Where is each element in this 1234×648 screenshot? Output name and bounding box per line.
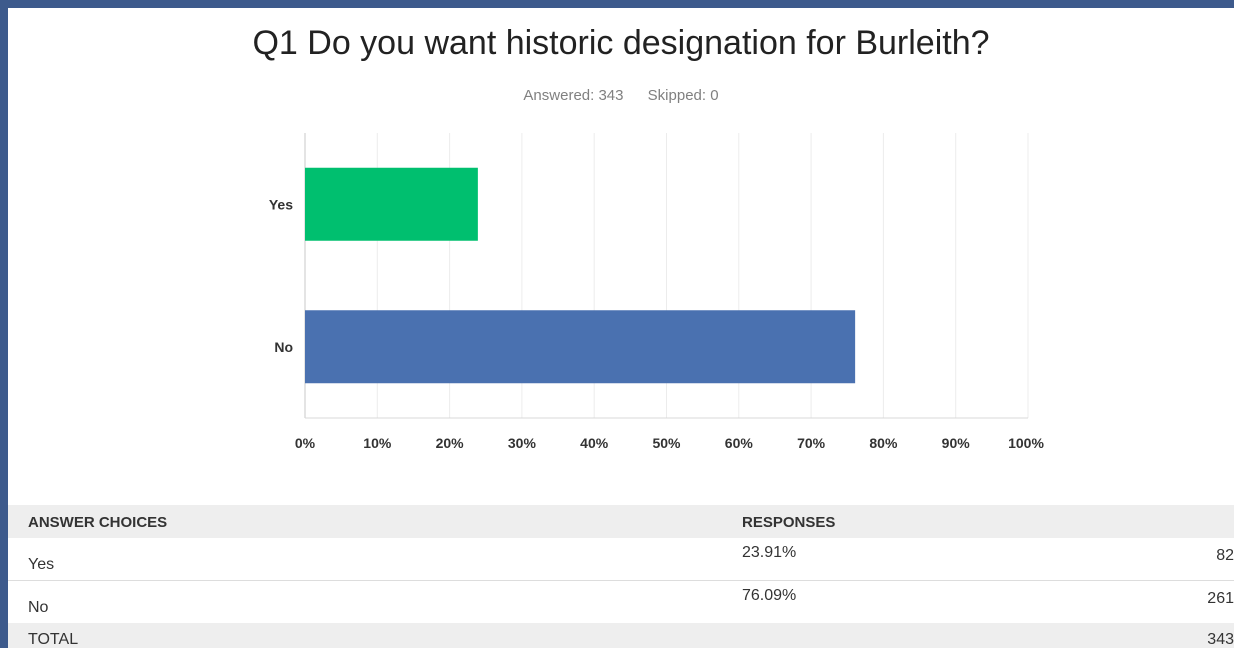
tick-label: 60% [725, 435, 754, 451]
answered-count: Answered: 343 [523, 87, 624, 104]
tick-label: 100% [1008, 435, 1044, 451]
chart-title: Q1 Do you want historic designation for … [252, 24, 990, 62]
row-count: 261 [1207, 590, 1234, 607]
table-row: Yes 23.91% 82 [8, 538, 1234, 581]
tick-label: 50% [652, 435, 681, 451]
row-choice: No [28, 599, 49, 616]
chart-bars [305, 167, 856, 384]
header-responses: RESPONSES [742, 514, 836, 531]
total-label: TOTAL [28, 631, 79, 648]
bar-chart: Yes No 0% 10% 20% 30% 40% 50% 60% 70% 80% 90% 100% [269, 133, 1045, 451]
tick-label: 30% [508, 435, 537, 451]
table-total-row: TOTAL 343 [8, 623, 1234, 648]
table-header: ANSWER CHOICES RESPONSES [8, 505, 1234, 538]
tick-label: 20% [436, 435, 465, 451]
row-count: 82 [1216, 547, 1234, 564]
bar-no [305, 310, 856, 384]
bar-yes [305, 167, 478, 241]
tick-label: 80% [869, 435, 898, 451]
category-label: Yes [269, 196, 293, 212]
row-percent: 23.91% [742, 544, 797, 561]
tick-label: 0% [295, 435, 316, 451]
chart-category-labels: Yes No [269, 196, 293, 355]
response-summary: Answered: 343 Skipped: 0 [8, 87, 1234, 104]
skipped-count: Skipped: 0 [647, 87, 719, 104]
tick-label: 40% [580, 435, 609, 451]
header-answer-choices: ANSWER CHOICES [28, 514, 168, 531]
chart-tick-labels: 0% 10% 20% 30% 40% 50% 60% 70% 80% 90% 100% [295, 435, 1045, 451]
tick-label: 70% [797, 435, 826, 451]
total-count: 343 [1207, 631, 1234, 648]
tick-label: 10% [363, 435, 392, 451]
row-choice: Yes [28, 556, 55, 573]
tick-label: 90% [942, 435, 971, 451]
category-label: No [274, 339, 293, 355]
survey-question-panel: Q1 Do you want historic designation for … [8, 8, 1234, 648]
table-row: No 76.09% 261 [8, 581, 1234, 623]
row-percent: 76.09% [742, 587, 797, 604]
